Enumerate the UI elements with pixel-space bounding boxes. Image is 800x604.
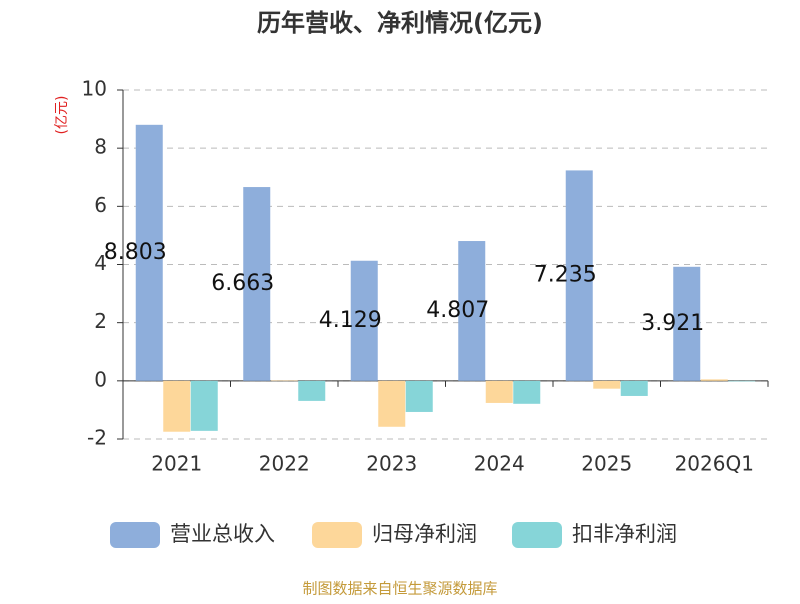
bar [673,266,701,381]
source-note: 制图数据来自恒生聚源数据库 [302,580,497,598]
data-label: 4.807 [426,298,489,323]
bar [485,380,513,403]
bar [378,380,406,427]
x-tick-label: 2024 [474,452,525,476]
bar [513,380,541,404]
y-axis-label: (亿元) [54,96,70,135]
data-label: 3.921 [641,311,704,336]
bar [620,380,648,396]
bar [163,380,191,432]
x-tick-label: 2025 [581,452,632,476]
bar [350,260,378,381]
bar [298,380,326,401]
bar [243,187,271,381]
bar [135,124,163,381]
y-tick-label: 8 [94,135,107,159]
x-tick-label: 2026Q1 [675,452,754,476]
data-label: 8.803 [104,240,167,265]
chart-title: 历年营收、净利情况(亿元) [257,9,543,37]
y-tick-label: 2 [94,309,107,333]
x-tick-label: 2023 [366,452,417,476]
bar [565,170,593,381]
legend-swatch [512,522,562,548]
legend-swatch [110,522,160,548]
y-tick-label: 10 [82,77,107,101]
legend-label: 营业总收入 [170,522,275,546]
data-label: 7.235 [534,263,597,288]
y-tick-label: 6 [94,193,107,217]
bar [593,380,621,389]
data-label: 6.663 [211,271,274,296]
bar [458,241,486,381]
data-label: 4.129 [319,308,382,333]
legend-label: 归母净利润 [372,522,477,546]
y-tick-label: -2 [87,426,107,450]
legend-label: 扣非净利润 [572,522,677,546]
y-tick-label: 0 [94,367,107,391]
bar [728,380,756,382]
bar [405,380,433,412]
x-tick-label: 2022 [259,452,310,476]
legend-swatch [312,522,362,548]
x-tick-label: 2021 [151,452,202,476]
y-tick-label: 4 [94,251,107,275]
bar [270,380,298,382]
bar [700,379,728,381]
bar [190,380,218,431]
